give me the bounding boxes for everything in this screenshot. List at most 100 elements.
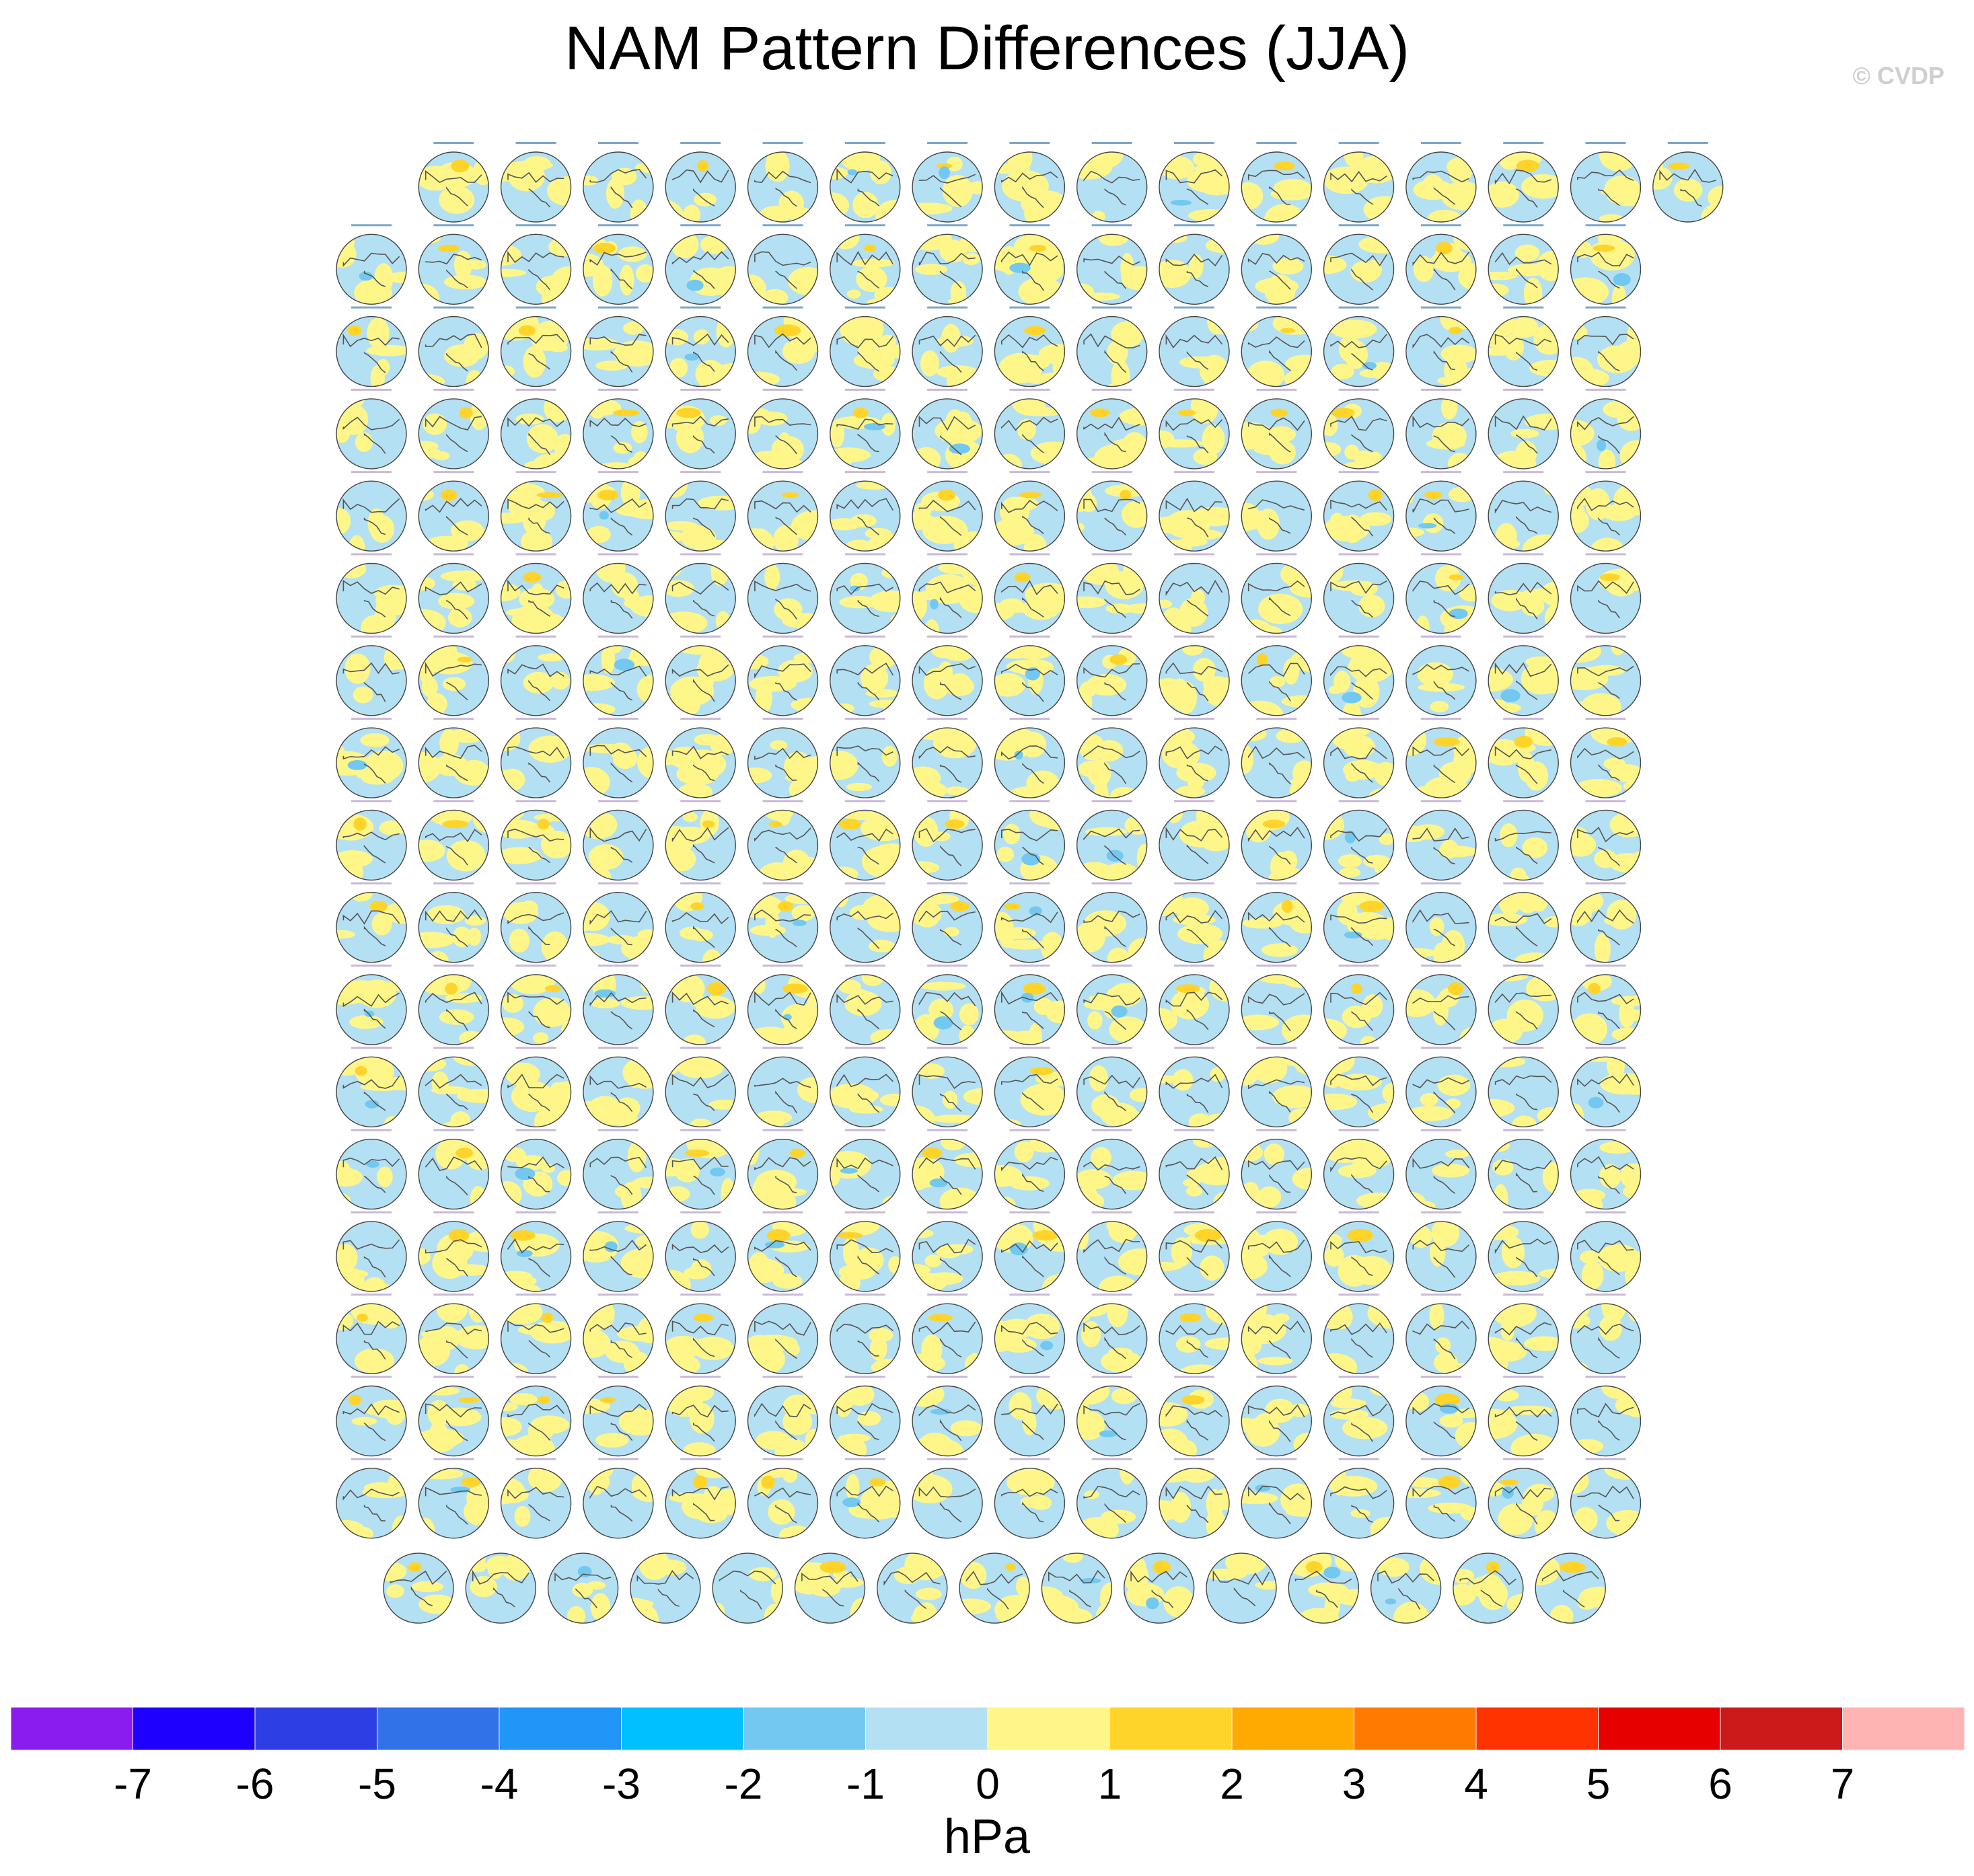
colorbar: -7 -6 -5 -4 -3 -2 -1 0 1 2 3 4 5 6 7 [11, 1707, 1965, 1808]
panel-title-mark [680, 718, 721, 720]
panel-title-mark [844, 471, 885, 474]
panel-title-mark [1420, 965, 1461, 967]
map-panel [912, 553, 983, 634]
panel-title-mark [927, 224, 968, 227]
panel-title-mark [433, 306, 474, 309]
panel-title-mark [1256, 1293, 1297, 1296]
panel-title-mark [1256, 388, 1297, 391]
map-panel [830, 306, 901, 387]
map-panel [912, 471, 983, 552]
map-panel [1241, 1293, 1313, 1374]
panel-title-mark [1503, 1211, 1544, 1213]
panel-title-mark [680, 388, 721, 391]
map-panel [583, 388, 654, 470]
map-panel [712, 1552, 783, 1624]
colorbar-box [1475, 1707, 1599, 1751]
panel-title-mark [515, 800, 556, 802]
map-panel [747, 306, 819, 387]
map-panel [1159, 635, 1230, 716]
map-panel [1488, 471, 1559, 552]
map-panel [1570, 224, 1642, 305]
panel-title-mark [1009, 1458, 1050, 1460]
panel-title-mark [1503, 1047, 1544, 1049]
map-panel [1241, 471, 1313, 552]
panel-title-mark [762, 306, 803, 309]
map-panel [912, 1047, 983, 1128]
map-panel [1405, 224, 1477, 305]
panel-title-mark [1009, 1211, 1050, 1213]
panel-title-mark [1420, 882, 1461, 885]
panel-title-mark [597, 553, 638, 556]
panel-title-mark [1256, 306, 1297, 309]
map-panel [1405, 800, 1477, 881]
map-panel [1405, 635, 1477, 716]
panel-title-mark [1420, 1293, 1461, 1296]
panel-title-mark [1338, 718, 1379, 720]
panel-title-mark [351, 471, 392, 474]
map-panel [1159, 965, 1230, 1045]
panel-title-mark [597, 800, 638, 802]
panel-title-mark [1420, 1211, 1461, 1213]
map-panel [500, 800, 572, 881]
panel-title-mark [762, 1211, 803, 1213]
colorbar-tick-label: -5 [358, 1760, 396, 1808]
map-panel [583, 1376, 654, 1457]
map-panel [1159, 553, 1230, 634]
colorbar-tick-label: -2 [725, 1760, 763, 1808]
panel-title-mark [1420, 471, 1461, 474]
panel-title-mark [433, 718, 474, 720]
map-panel [1076, 718, 1148, 798]
map-panel [336, 388, 407, 470]
map-panel [1159, 142, 1230, 223]
map-panel [665, 800, 736, 881]
map-panel [1488, 1458, 1559, 1539]
map-panel [583, 142, 654, 223]
map-panel [500, 1211, 572, 1292]
panel-title-mark [680, 471, 721, 474]
panel-title-mark [515, 1458, 556, 1460]
panel-title-mark [1009, 1376, 1050, 1378]
panel-title-mark [433, 388, 474, 391]
map-panel [336, 471, 407, 552]
panel-title-mark [597, 224, 638, 227]
map-panel [1076, 1129, 1148, 1210]
panel-title-mark [1091, 224, 1132, 227]
map-panel [994, 718, 1066, 798]
panel-title-mark [1174, 965, 1214, 967]
panel-title-mark [1338, 224, 1379, 227]
panel-title-mark [927, 388, 968, 391]
map-panel [994, 1047, 1066, 1128]
map-panel [500, 388, 572, 470]
panel-title-mark [844, 1458, 885, 1460]
map-panel [418, 1129, 489, 1210]
colorbar-tick-label: -7 [114, 1760, 152, 1808]
panel-title-mark [597, 306, 638, 309]
map-panel [665, 1293, 736, 1374]
map-panel [500, 306, 572, 387]
map-panel [830, 800, 901, 881]
map-panel [1323, 800, 1395, 881]
map-panel [1241, 1458, 1313, 1539]
map-panel [1323, 718, 1395, 798]
map-panel [747, 1458, 819, 1539]
map-panel [336, 306, 407, 387]
map-panel [1323, 553, 1395, 634]
panel-title-mark [1420, 635, 1461, 638]
map-panel [1405, 1047, 1477, 1128]
colorbar-units: hPa [943, 1810, 1031, 1864]
panel-title-mark [762, 1293, 803, 1296]
panel-title-mark [1585, 965, 1626, 967]
map-panel [1370, 1552, 1442, 1624]
panel-title-mark [597, 1376, 638, 1378]
map-panel [1570, 1376, 1642, 1457]
map-panel [1323, 142, 1395, 223]
map-panel [1241, 965, 1313, 1045]
map-panel [1405, 1211, 1477, 1292]
panel-title-mark [515, 1129, 556, 1131]
map-panel [336, 1129, 407, 1210]
map-panel [994, 142, 1066, 223]
colorbar-tick-label: 7 [1831, 1760, 1855, 1808]
map-panel [1405, 882, 1477, 963]
map-panel [500, 1047, 572, 1128]
map-panel [418, 1047, 489, 1128]
